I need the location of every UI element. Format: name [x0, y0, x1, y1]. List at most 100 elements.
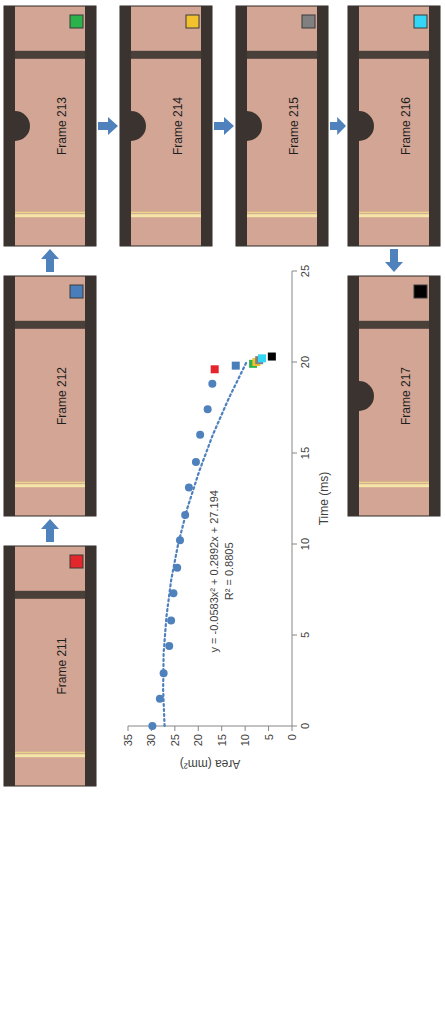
- frame-color-key: [414, 15, 427, 28]
- frame-background: [4, 546, 96, 786]
- x-axis-title: Time (ms): [317, 472, 331, 526]
- frame-background: [4, 276, 96, 516]
- data-point: [196, 431, 204, 439]
- channel-band: [15, 51, 85, 59]
- y-tick: [268, 726, 269, 731]
- y-tick: [245, 726, 246, 731]
- frame-label: Frame 216: [399, 97, 413, 155]
- frame-background: [4, 6, 96, 246]
- frame-color-key: [70, 555, 83, 568]
- y-tick: [292, 726, 293, 731]
- light-line: [359, 214, 429, 217]
- y-tick-label: 0: [286, 734, 298, 740]
- y-tick-label: 10: [239, 734, 251, 746]
- droplet: [131, 111, 146, 141]
- frame-panel: Frame 215: [236, 6, 328, 246]
- channel-band: [131, 51, 201, 59]
- channel-wall: [236, 6, 247, 246]
- data-point: [165, 642, 173, 650]
- frame-background: [120, 6, 212, 246]
- x-tick: [292, 362, 297, 363]
- channel-band: [15, 591, 85, 599]
- plot-marks: [148, 353, 275, 730]
- rotated-figure: Frame 211 Frame 212 Frame 213 Frame 214 Fram…: [4, 6, 440, 786]
- flow-arrow: [330, 117, 346, 135]
- channel-wall: [4, 6, 15, 246]
- data-point: [167, 616, 175, 624]
- frame-point: [211, 365, 219, 373]
- droplet: [247, 111, 262, 141]
- x-tick: [292, 453, 297, 454]
- light-line: [15, 754, 85, 757]
- y-axis-title: Area (mm²): [180, 757, 241, 771]
- frame-label: Frame 217: [399, 367, 413, 425]
- y-tick-label: 25: [169, 734, 181, 746]
- light-line: [247, 212, 317, 214]
- x-tick-label: 0: [299, 723, 311, 729]
- droplet: [15, 111, 30, 141]
- x-tick-label: 25: [299, 265, 311, 277]
- light-line: [131, 212, 201, 214]
- data-point: [208, 380, 216, 388]
- channel-wall: [348, 6, 359, 246]
- frame-panel: Frame 213: [4, 6, 96, 246]
- channel-wall: [85, 546, 96, 786]
- frame-label: Frame 212: [55, 367, 69, 425]
- annotation: y = -0.0583x² + 0.2892x + 27.194: [208, 490, 220, 652]
- x-tick: [292, 635, 297, 636]
- channel-band: [359, 321, 429, 329]
- light-line: [15, 214, 85, 217]
- channel-band: [359, 51, 429, 59]
- x-tick-label: 10: [299, 538, 311, 550]
- chart: 051015202530350510152025Time (ms)Area (m…: [122, 265, 331, 771]
- frame-label: Frame 213: [55, 97, 69, 155]
- data-point: [192, 458, 200, 466]
- frame-label: Frame 214: [171, 97, 185, 155]
- annotation: R² = 0.8805: [223, 542, 235, 600]
- channel-band: [15, 321, 85, 329]
- light-line: [359, 484, 429, 487]
- channel-wall: [429, 276, 440, 516]
- channel-wall: [201, 6, 212, 246]
- y-tick-label: 5: [263, 734, 275, 740]
- channel-wall: [4, 276, 15, 516]
- channel-wall: [120, 6, 131, 246]
- frame-label: Frame 215: [287, 97, 301, 155]
- light-line: [247, 214, 317, 217]
- frame-point: [258, 354, 266, 362]
- frame-panel: Frame 217: [348, 276, 440, 516]
- y-tick: [174, 726, 175, 731]
- data-point: [204, 405, 212, 413]
- frame-color-key: [70, 15, 83, 28]
- y-tick: [198, 726, 199, 731]
- light-line: [359, 212, 429, 214]
- channel-wall: [85, 276, 96, 516]
- flow-arrow: [41, 249, 59, 272]
- light-line: [359, 482, 429, 484]
- data-point: [185, 484, 193, 492]
- x-tick-label: 20: [299, 356, 311, 368]
- y-tick: [221, 726, 222, 731]
- frame-label: Frame 211: [55, 637, 69, 694]
- frame-panel: Frame 212: [4, 276, 96, 516]
- flow-arrow: [41, 519, 59, 542]
- frame-panel: Frame 216: [348, 6, 440, 246]
- light-line: [15, 484, 85, 487]
- frame-background: [348, 276, 440, 516]
- x-tick: [292, 726, 297, 727]
- channel-wall: [317, 6, 328, 246]
- flow-arrow: [385, 249, 403, 272]
- light-line: [15, 212, 85, 214]
- data-point: [148, 722, 156, 730]
- frame-point: [232, 362, 240, 370]
- trend-line: [163, 362, 246, 726]
- channel-band: [247, 51, 317, 59]
- frame-point: [268, 353, 276, 361]
- droplet: [359, 381, 374, 411]
- flow-arrow: [214, 117, 234, 135]
- y-tick-label: 35: [122, 734, 134, 746]
- x-axis-line: [292, 271, 293, 726]
- y-tick: [128, 726, 129, 731]
- x-tick: [292, 271, 297, 272]
- light-line: [15, 482, 85, 484]
